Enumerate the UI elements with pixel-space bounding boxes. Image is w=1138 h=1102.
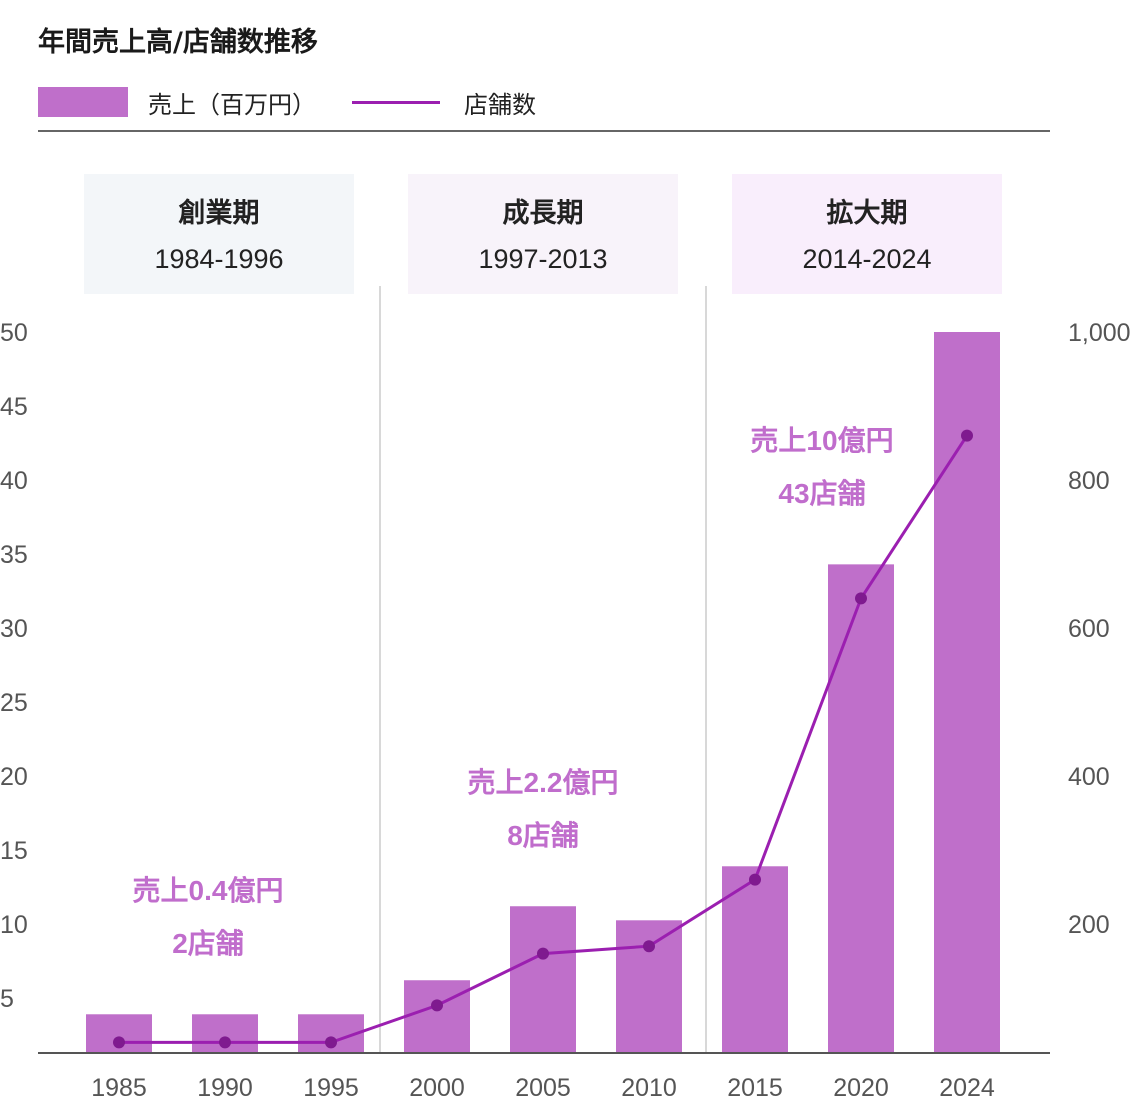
- bar-2020: [828, 564, 894, 1053]
- legend: 売上（百万円） 店舗数: [38, 86, 536, 119]
- store-point-1985: [113, 1036, 125, 1049]
- bar-2015: [722, 866, 788, 1053]
- right-tick-label: 800: [1068, 467, 1110, 495]
- legend-bar-swatch: [38, 87, 128, 117]
- annotation-sales: 売上10億円: [750, 425, 893, 456]
- store-point-2015: [749, 873, 761, 886]
- store-point-2000: [431, 999, 443, 1012]
- annotation-sales: 売上2.2億円: [468, 767, 619, 798]
- store-point-2020: [855, 592, 867, 605]
- x-tick-label: 2020: [833, 1074, 889, 1102]
- annotation-stores: 43店舗: [778, 478, 865, 509]
- annotation-stores: 2店舗: [172, 928, 244, 959]
- phase-name: 成長期: [503, 198, 584, 228]
- x-tick-label: 2024: [939, 1074, 995, 1102]
- phase-years: 1997-2013: [478, 244, 607, 274]
- phase-box: [732, 174, 1002, 294]
- right-tick-label: 1,000: [1068, 319, 1131, 347]
- left-tick-label: 20: [0, 763, 28, 791]
- x-tick-label: 1990: [197, 1074, 253, 1102]
- legend-line-swatch: [352, 100, 440, 104]
- phase-years: 1984-1996: [154, 244, 283, 274]
- left-tick-label: 50: [0, 319, 28, 347]
- left-tick-label: 5: [0, 985, 14, 1013]
- store-point-2010: [643, 940, 655, 953]
- bar-2000: [404, 980, 470, 1053]
- right-tick-label: 400: [1068, 763, 1110, 791]
- bar-2024: [934, 332, 1000, 1053]
- chart-title: 年間売上高/店舗数推移: [38, 27, 318, 58]
- phase-box: [84, 174, 354, 294]
- legend-label-sales: 売上（百万円）: [148, 90, 316, 119]
- phase-years: 2014-2024: [802, 244, 931, 274]
- right-tick-label: 600: [1068, 615, 1110, 643]
- store-point-2005: [537, 947, 549, 960]
- annotation-stores: 8店舗: [507, 820, 579, 851]
- left-tick-label: 45: [0, 393, 28, 421]
- x-tick-label: 2005: [515, 1074, 571, 1102]
- bar-2005: [510, 906, 576, 1053]
- x-tick-label: 2015: [727, 1074, 783, 1102]
- legend-label-stores: 店舗数: [464, 90, 536, 119]
- phase-name: 拡大期: [827, 198, 908, 228]
- x-tick-label: 2000: [409, 1074, 465, 1102]
- left-tick-label: 35: [0, 541, 28, 569]
- store-point-1995: [325, 1036, 337, 1049]
- left-tick-label: 40: [0, 467, 28, 495]
- right-tick-label: 200: [1068, 911, 1110, 939]
- left-tick-label: 25: [0, 689, 28, 717]
- store-point-1990: [219, 1036, 231, 1049]
- phase-name: 創業期: [179, 198, 260, 228]
- left-tick-label: 10: [0, 911, 28, 939]
- x-tick-label: 1995: [303, 1074, 359, 1102]
- phase-box: [408, 174, 678, 294]
- x-tick-label: 2010: [621, 1074, 677, 1102]
- left-tick-label: 30: [0, 615, 28, 643]
- x-tick-label: 1985: [91, 1074, 147, 1102]
- left-tick-label: 15: [0, 837, 28, 865]
- annotation-sales: 売上0.4億円: [133, 875, 284, 906]
- store-point-2024: [961, 429, 973, 442]
- header-divider: [38, 130, 1050, 132]
